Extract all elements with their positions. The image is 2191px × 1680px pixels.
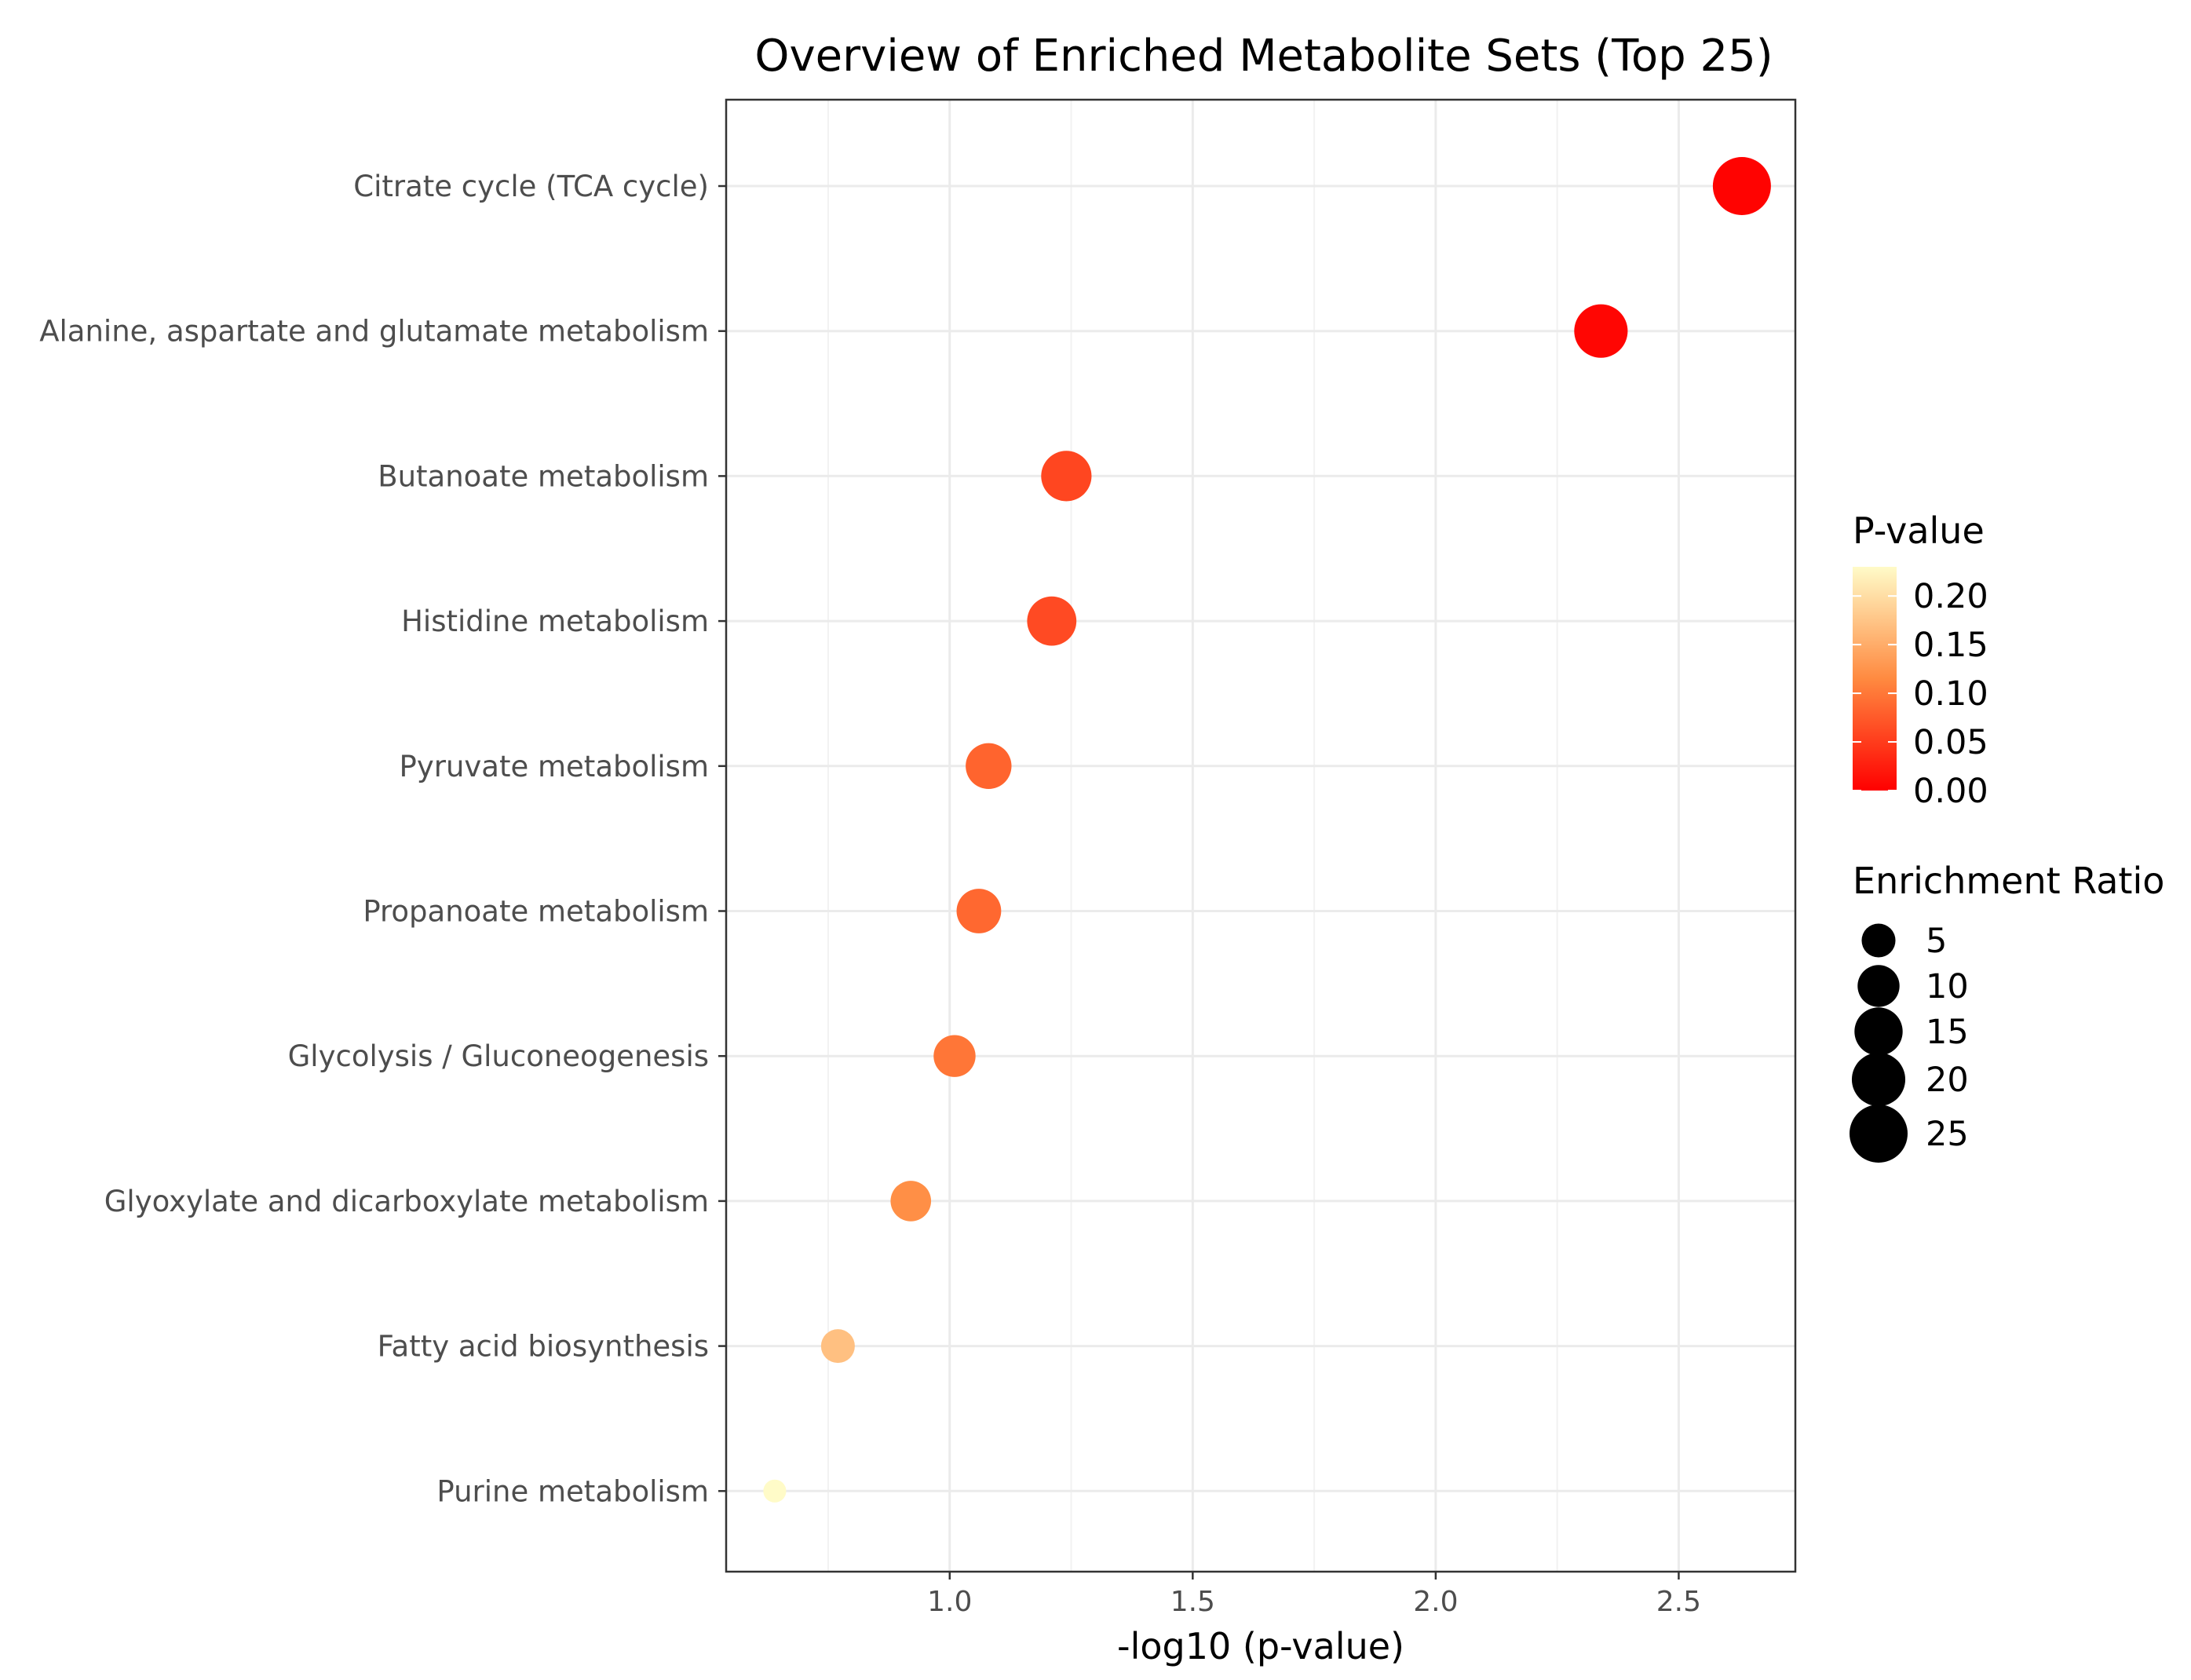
x-tick-label: 2.0: [1413, 1586, 1458, 1618]
y-tick-label: Fatty acid biosynthesis: [378, 1330, 709, 1364]
grid: [726, 100, 1795, 1572]
data-point: [1712, 157, 1771, 215]
data-point: [1041, 451, 1092, 502]
data-point: [1027, 596, 1077, 646]
size-legend-label: 15: [1926, 1013, 1969, 1052]
y-tick-label: Purine metabolism: [436, 1474, 709, 1508]
y-tick-label: Glyoxylate and dicarboxylate metabolism: [104, 1185, 709, 1218]
size-legend-key: [1850, 1105, 1908, 1163]
y-axis: Citrate cycle (TCA cycle) Alanine, aspart…: [39, 170, 726, 1508]
y-tick-label: Butanoate metabolism: [378, 459, 709, 493]
x-tick-label: 1.5: [1170, 1586, 1215, 1618]
y-tick-label: Propanoate metabolism: [363, 895, 709, 929]
x-axis: 1.0 1.5 2.0 2.5: [927, 1572, 1701, 1618]
size-legend-label: 5: [1926, 922, 1947, 961]
data-point: [820, 1329, 855, 1364]
color-legend-label: 0.10: [1913, 674, 1988, 714]
size-legend: Enrichment Ratio 5 10 15 20 25: [1850, 860, 2164, 1163]
x-tick-label: 1.0: [927, 1586, 972, 1618]
color-legend-label: 0.20: [1913, 577, 1988, 616]
color-legend-label: 0.00: [1913, 772, 1988, 811]
chart-title: Overview of Enriched Metabolite Sets (To…: [754, 31, 1773, 82]
color-legend-label: 0.05: [1913, 723, 1988, 762]
y-tick-label: Histidine metabolism: [401, 604, 709, 638]
color-legend-label: 0.15: [1913, 626, 1988, 665]
data-point: [763, 1479, 787, 1503]
data-point: [890, 1181, 932, 1222]
y-tick-label: Alanine, aspartate and glutamate metabol…: [39, 315, 709, 349]
size-legend-key: [1854, 1007, 1903, 1056]
data-points: [763, 157, 1771, 1503]
panel-background: [726, 100, 1795, 1572]
size-legend-label: 20: [1926, 1061, 1969, 1100]
size-legend-label: 10: [1926, 967, 1969, 1006]
color-legend: P-value 0.20 0.15 0.10 0.05 0.00: [1853, 509, 1988, 811]
size-legend-label: 25: [1926, 1115, 1969, 1154]
size-legend-key: [1857, 965, 1900, 1007]
size-legend-title: Enrichment Ratio: [1853, 860, 2164, 902]
y-tick-label: Citrate cycle (TCA cycle): [353, 170, 709, 203]
y-tick-label: Glycolysis / Gluconeogenesis: [288, 1039, 709, 1073]
color-legend-bar: [1853, 567, 1897, 791]
data-point: [966, 743, 1012, 789]
color-legend-title: P-value: [1853, 509, 1985, 552]
color-legend-ticks: 0.20 0.15 0.10 0.05 0.00: [1853, 577, 1988, 811]
x-axis-title: -log10 (p-value): [1117, 1625, 1404, 1667]
data-point: [1574, 304, 1628, 358]
x-tick-label: 2.5: [1656, 1586, 1701, 1618]
panel-border: [725, 98, 1797, 1573]
size-legend-key: [1851, 1052, 1906, 1107]
y-tick-label: Pyruvate metabolism: [400, 750, 709, 783]
data-point: [956, 889, 1002, 933]
size-legend-items: 5 10 15 20 25: [1850, 922, 1969, 1163]
data-point: [933, 1035, 976, 1077]
size-legend-key: [1861, 923, 1896, 958]
